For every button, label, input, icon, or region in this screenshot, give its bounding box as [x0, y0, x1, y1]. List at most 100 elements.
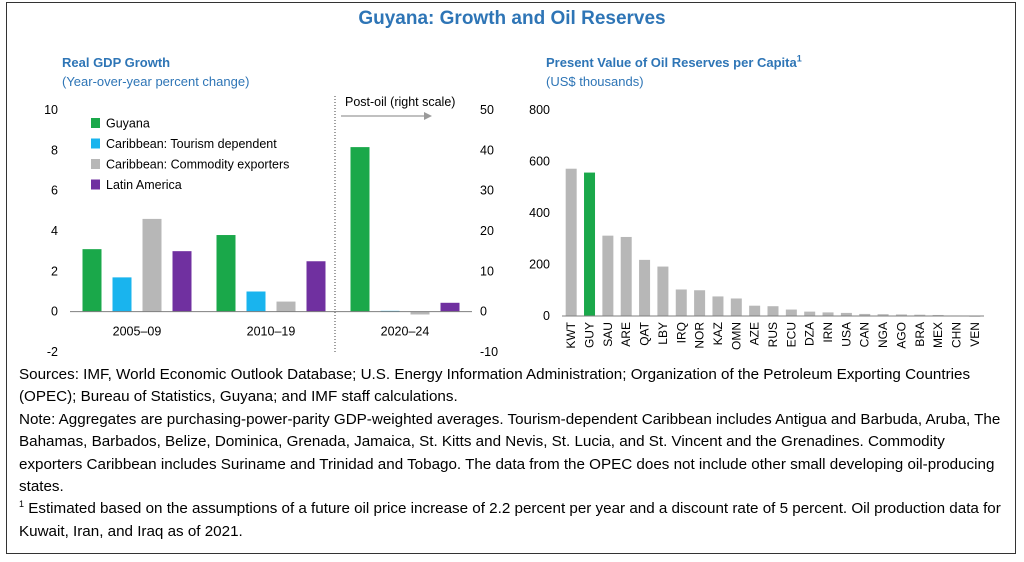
bar: [804, 311, 816, 316]
y-tick-label: 0: [51, 305, 58, 319]
bar: [350, 147, 370, 312]
bar: [602, 235, 614, 316]
y-tick-label: 800: [529, 103, 550, 117]
bar: [822, 312, 834, 316]
bar: [785, 309, 797, 316]
x-tick-label: CHN: [949, 322, 963, 348]
x-tick-label: IRQ: [674, 322, 688, 343]
annotation-arrow-head: [424, 112, 432, 120]
bar: [932, 314, 944, 316]
x-tick-label: NGA: [876, 322, 890, 348]
footnote-text: Estimated based on the assumptions of a …: [19, 500, 1001, 540]
bar: [82, 249, 102, 312]
bar: [914, 314, 926, 316]
oil-chart-title: Present Value of Oil Reserves per Capita…: [546, 53, 802, 70]
bar: [142, 218, 162, 312]
sources-text: Sources: IMF, World Economic Outlook Dat…: [19, 366, 971, 406]
bar: [565, 168, 577, 316]
y-tick-label: 200: [529, 258, 550, 272]
x-tick-label: VEN: [968, 322, 982, 347]
x-tick-label: IRN: [821, 322, 835, 343]
bar: [749, 305, 761, 316]
bar: [306, 261, 326, 312]
x-tick-label: CAN: [858, 322, 872, 347]
bar: [712, 296, 724, 316]
x-tick-label: DZA: [803, 322, 817, 346]
oil-chart-title-text: Present Value of Oil Reserves per Capita: [546, 55, 797, 70]
y-tick-label: 8: [51, 143, 58, 157]
bar: [216, 235, 236, 312]
x-tick-label: NOR: [693, 322, 707, 349]
bar: [440, 302, 460, 312]
y-tick-label: -2: [47, 345, 58, 359]
y-tick-label: 400: [529, 206, 550, 220]
y2-tick-label: 10: [480, 264, 494, 278]
figure-title: Guyana: Growth and Oil Reserves: [358, 8, 666, 29]
x-tick-label: 2005–09: [113, 325, 162, 339]
x-tick-label: BRA: [913, 322, 927, 347]
x-tick-label: ECU: [784, 322, 798, 347]
x-tick-label: 2020–24: [381, 325, 430, 339]
y2-tick-label: 40: [480, 143, 494, 157]
gdp-chart-subtitle: (Year-over-year percent change): [62, 74, 250, 89]
y2-tick-label: -10: [480, 345, 498, 359]
y-tick-label: 4: [51, 224, 58, 238]
bar: [112, 277, 132, 312]
footnote: 1 Estimated based on the assumptions of …: [19, 498, 1009, 543]
y-tick-label: 6: [51, 184, 58, 198]
bar: [620, 236, 632, 316]
bar: [840, 312, 852, 316]
x-tick-label: OMN: [729, 322, 743, 350]
bar: [675, 289, 687, 316]
oil-reserves-chart: 0 200 400 600 800 KWT GUY SAU ARE QAT LBY IRQ NOR KAZ…: [529, 103, 984, 350]
legend-swatch: [91, 159, 100, 169]
legend-label: Caribbean: Tourism dependent: [106, 137, 277, 151]
x-tick-label: USA: [839, 322, 853, 347]
x-tick-label: MEX: [931, 322, 945, 348]
bar: [877, 314, 889, 316]
note-text: Note: Aggregates are purchasing-power-pa…: [19, 410, 1001, 496]
x-tick-label: 2010–19: [247, 325, 296, 339]
y2-tick-label: 50: [480, 103, 494, 117]
x-tick-label: LBY: [656, 322, 670, 345]
bar: [859, 313, 871, 316]
bar: [895, 314, 907, 316]
y-tick-label: 0: [543, 309, 550, 323]
y-tick-label: 2: [51, 264, 58, 278]
y2-tick-label: 20: [480, 224, 494, 238]
bar: [639, 259, 651, 316]
x-tick-label: ARE: [619, 322, 633, 347]
bar: [246, 291, 266, 312]
x-tick-label: AGO: [894, 322, 908, 349]
bar: [276, 301, 296, 312]
bar: [584, 172, 596, 316]
x-tick-label: KWT: [564, 321, 578, 348]
x-tick-label: SAU: [601, 322, 615, 347]
y-tick-label: 600: [529, 155, 550, 169]
post-oil-annotation: Post-oil (right scale): [345, 95, 455, 109]
y2-tick-label: 0: [480, 305, 487, 319]
legend-label: Guyana: [106, 117, 150, 131]
oil-chart-subtitle: (US$ thousands): [546, 74, 644, 89]
x-tick-label: KAZ: [711, 322, 725, 345]
bar: [657, 266, 669, 316]
legend-swatch: [91, 179, 100, 190]
gdp-growth-chart: -2 0 2 4 6 8 10 -10 0 10 20 30 40 50 2005–09 2010–19 202…: [44, 95, 498, 359]
gdp-chart-title: Real GDP Growth: [62, 55, 171, 70]
notes: Sources: IMF, World Economic Outlook Dat…: [19, 364, 1009, 543]
legend-label: Caribbean: Commodity exporters: [106, 158, 289, 172]
bar: [410, 311, 430, 315]
x-tick-label: GUY: [583, 322, 597, 348]
y2-tick-label: 30: [480, 184, 494, 198]
figure-frame: [6, 2, 1016, 554]
x-tick-label: RUS: [766, 322, 780, 347]
oil-chart-title-footnote-mark: 1: [796, 53, 802, 64]
footnote-mark: 1: [19, 499, 25, 510]
legend-label: Latin America: [106, 178, 182, 192]
bar: [730, 298, 742, 316]
bar: [767, 306, 779, 316]
bar: [172, 251, 192, 312]
x-tick-label: AZE: [748, 322, 762, 345]
x-tick-label: QAT: [638, 321, 652, 345]
y-tick-label: 10: [44, 103, 58, 117]
